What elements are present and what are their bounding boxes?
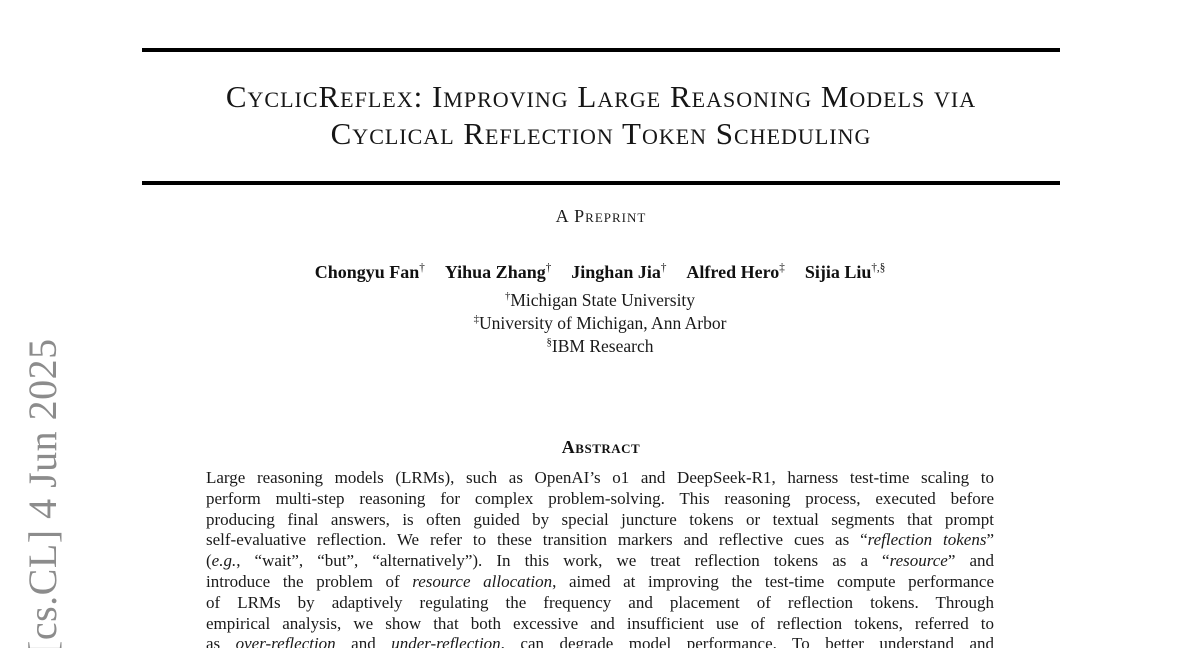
- author: Alfred Hero‡: [686, 262, 785, 282]
- affiliation: ‡University of Michigan, Ann Arbor: [473, 313, 727, 333]
- abstract-line: perform multi-step reasoning for complex…: [206, 488, 994, 508]
- author: Yihua Zhang†: [444, 262, 552, 282]
- abstract-heading: Abstract: [561, 437, 641, 457]
- author: Jinghan Jia†: [571, 262, 667, 282]
- abstract-line: Large reasoning models (LRMs), such as O…: [206, 468, 994, 487]
- paper-title-line1: CyclicReflex: Improving Large Reasoning …: [225, 79, 977, 114]
- abstract-body: Large reasoning models (LRMs), such as O…: [206, 468, 994, 648]
- arxiv-watermark: [cs.CL] 4 Jun 2025: [20, 338, 65, 648]
- abstract-line: producing final answers, is often guided…: [206, 509, 994, 529]
- abstract-line: self-evaluative reflection. We refer to …: [206, 530, 995, 550]
- title-rule-top: [142, 48, 1060, 52]
- author: Sijia Liu†,§: [804, 262, 886, 282]
- abstract-line: as over-reflection and under-reflection,…: [206, 634, 994, 648]
- author: Chongyu Fan†: [314, 262, 425, 282]
- preprint-label: A Preprint: [555, 206, 647, 226]
- abstract-line: empirical analysis, we show that both ex…: [206, 613, 994, 633]
- abstract-line: of LRMs by adaptively regulating the fre…: [206, 592, 994, 612]
- paper-title-line2: Cyclical Reflection Token Scheduling: [330, 116, 872, 151]
- affiliation: §IBM Research: [546, 336, 654, 356]
- paper-title: CyclicReflex: Improving Large Reasoning …: [142, 78, 1060, 152]
- affiliation: †Michigan State University: [504, 290, 696, 310]
- author-list: Chongyu Fan† Yihua Zhang† Jinghan Jia† Alfr…: [0, 262, 1200, 283]
- affiliation-list: †Michigan State University ‡University of…: [0, 289, 1200, 358]
- title-rule-bottom: [142, 181, 1060, 185]
- abstract-line: (e.g., “wait”, “but”, “alternatively”). …: [206, 551, 994, 571]
- abstract-line: introduce the problem of resource alloca…: [206, 571, 994, 591]
